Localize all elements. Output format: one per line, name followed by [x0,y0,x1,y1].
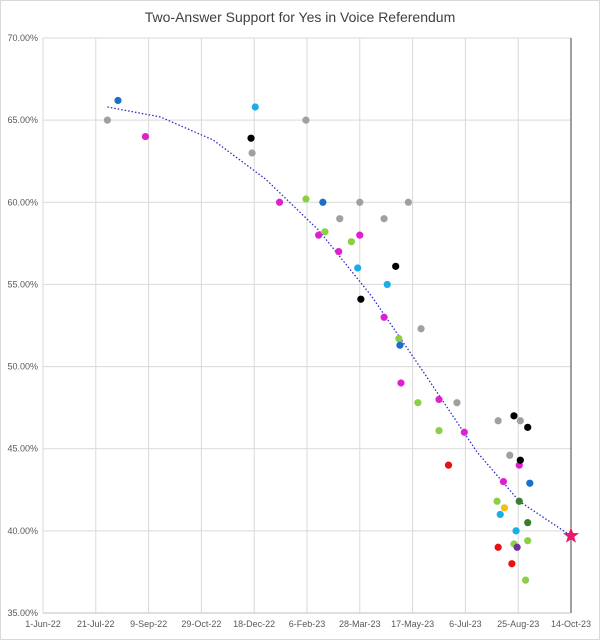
axes [43,38,572,614]
x-tick-labels: 1-Jun-22 21-Jul-22 9-Sep-22 29-Oct-22 18-Dec… [25,619,591,629]
data-point [510,412,518,420]
data-point [141,132,150,141]
data-point [516,456,524,464]
data-point [496,510,504,519]
data-point [494,417,502,425]
data-points [103,96,534,584]
y-tick-label: 60.00% [7,197,38,207]
data-point [380,313,388,321]
data-point [493,497,501,505]
data-point [508,560,516,568]
y-tick-label: 45.00% [7,444,38,454]
y-tick-label: 55.00% [7,279,38,289]
data-point [404,198,412,206]
x-tick-label: 29-Oct-22 [181,619,221,629]
data-point [444,461,453,469]
x-tick-label: 6-Feb-23 [289,619,326,629]
data-point [500,504,509,512]
data-point [380,215,388,223]
gridlines [42,37,572,614]
y-tick-label: 35.00% [7,608,38,618]
y-tick-label: 40.00% [7,526,38,536]
data-point [114,96,122,105]
data-point [397,379,405,387]
data-point [512,527,520,535]
x-tick-label: 25-Aug-23 [497,619,539,629]
data-point [356,198,364,206]
data-point [516,417,524,425]
data-point [354,264,362,272]
data-point [248,149,256,157]
y-tick-label: 65.00% [7,115,38,125]
data-point [315,231,323,239]
data-point [302,116,310,124]
data-point [247,134,255,142]
data-point [435,427,443,435]
data-point [417,325,425,333]
data-point [321,228,329,236]
data-point [524,537,532,545]
x-tick-label: 14-Oct-23 [551,619,591,629]
data-point [383,280,391,289]
data-point [515,497,523,505]
data-point [524,423,532,431]
data-point [347,238,355,246]
data-point [414,399,422,407]
data-point [435,395,443,404]
y-tick-labels: 35.00% 40.00% 45.00% 50.00% 55.00% 60.00% 65.0… [7,33,38,618]
data-point [499,477,508,486]
data-point [506,451,514,459]
data-point [513,543,521,551]
data-point [453,399,461,407]
trendline [107,106,572,537]
data-point [521,576,530,584]
data-point [526,479,534,487]
data-point [392,262,400,270]
y-tick-label: 70.00% [7,33,38,43]
data-point [494,543,502,551]
data-point [460,428,468,436]
result-star-marker [562,527,580,543]
x-tick-label: 17-May-23 [391,619,434,629]
x-tick-label: 6-Jul-23 [449,619,482,629]
x-tick-label: 18-Dec-22 [233,619,275,629]
data-point [251,103,259,111]
data-point [275,198,284,206]
x-tick-label: 1-Jun-22 [25,619,61,629]
chart-title: Two-Answer Support for Yes in Voice Refe… [144,9,456,25]
data-point [103,116,112,124]
data-point [396,341,404,349]
data-point [319,198,327,206]
result-marker-group [562,527,580,543]
data-point [302,195,310,203]
x-tick-label: 9-Sep-22 [130,619,167,629]
data-point [357,295,365,303]
data-point [336,215,344,223]
data-point [356,231,364,239]
y-tick-label: 50.00% [7,362,38,372]
x-tick-label: 28-Mar-23 [339,619,381,629]
x-tick-label: 21-Jul-22 [77,619,115,629]
data-point [395,335,403,343]
data-point [524,519,532,527]
data-point [335,247,343,256]
trendline-group [107,106,572,537]
